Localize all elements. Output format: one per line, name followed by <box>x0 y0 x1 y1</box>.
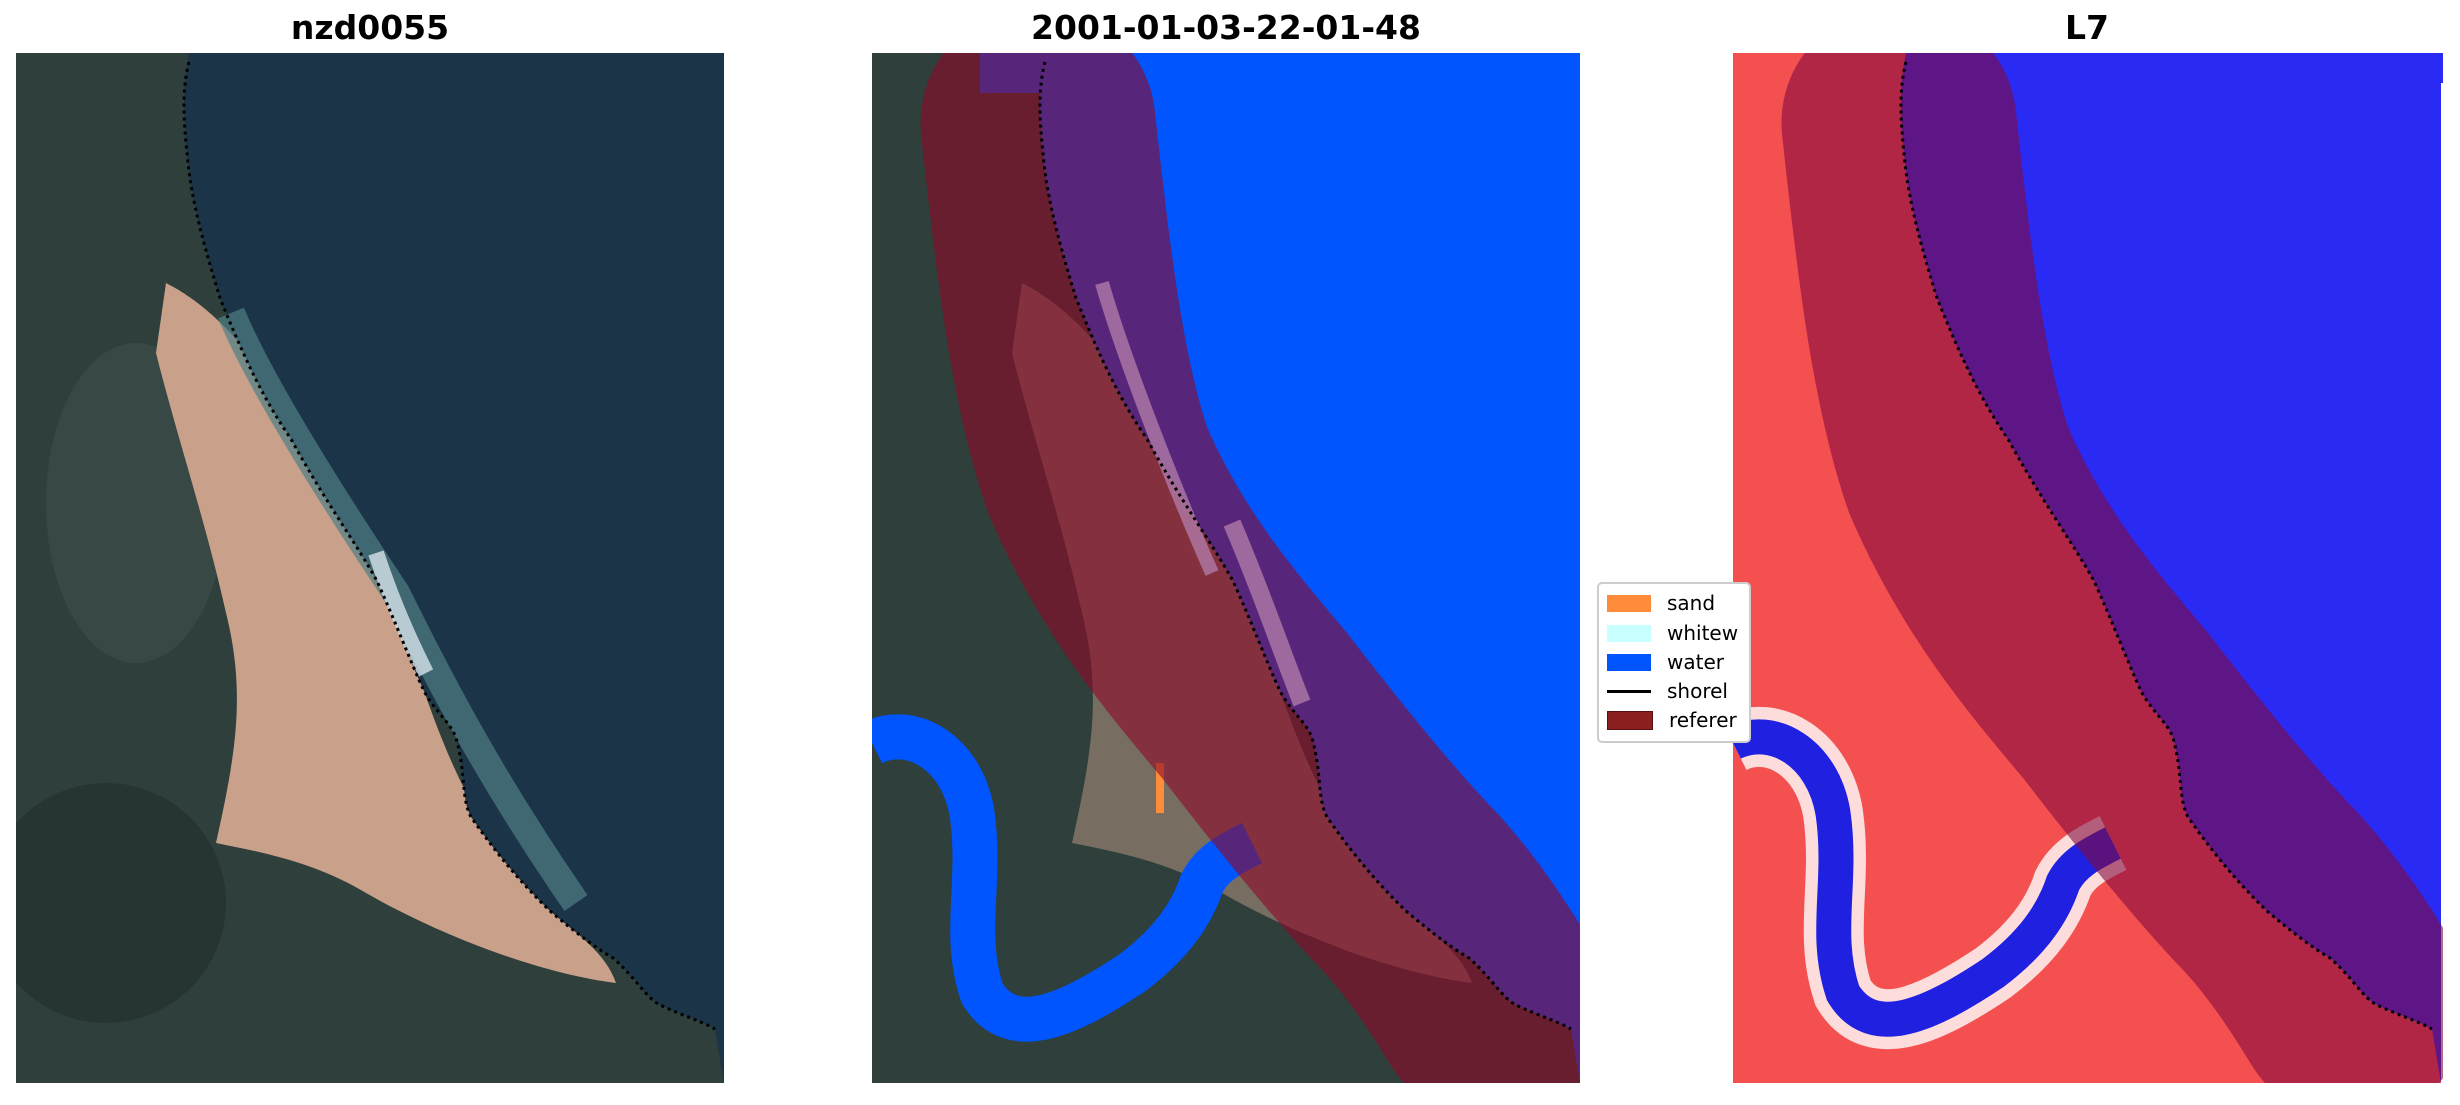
water-swatch <box>1607 653 1651 671</box>
legend-item-whitewater: whitew <box>1607 621 1739 645</box>
shoreline-line-swatch <box>1607 689 1651 693</box>
panel-title-rgb: nzd0055 <box>290 8 450 47</box>
rgb-image-panel <box>16 53 724 1083</box>
legend-label: sand <box>1667 591 1716 615</box>
legend-item-shoreline: shorel <box>1607 679 1728 703</box>
legend-item-reference: referer <box>1607 708 1737 732</box>
legend: sand whitew water shorel referer <box>1597 582 1751 743</box>
classified-image-panel <box>872 53 1580 1083</box>
legend-item-sand: sand <box>1607 591 1716 615</box>
legend-label: shorel <box>1667 679 1728 703</box>
panel-title-classified: 2001-01-03-22-01-48 <box>1031 8 1421 47</box>
sand-class <box>1156 763 1164 813</box>
legend-label: water <box>1667 650 1724 674</box>
legend-label: referer <box>1669 708 1737 732</box>
panel-title-index: L7 <box>2065 8 2109 47</box>
reference-swatch <box>1607 710 1653 730</box>
legend-label: whitew <box>1667 621 1739 645</box>
whitewater-swatch <box>1607 624 1651 642</box>
legend-item-water: water <box>1607 650 1724 674</box>
sand-swatch <box>1607 594 1651 612</box>
index-image-panel <box>1731 53 2443 1083</box>
whitewater-class <box>1095 281 1219 576</box>
